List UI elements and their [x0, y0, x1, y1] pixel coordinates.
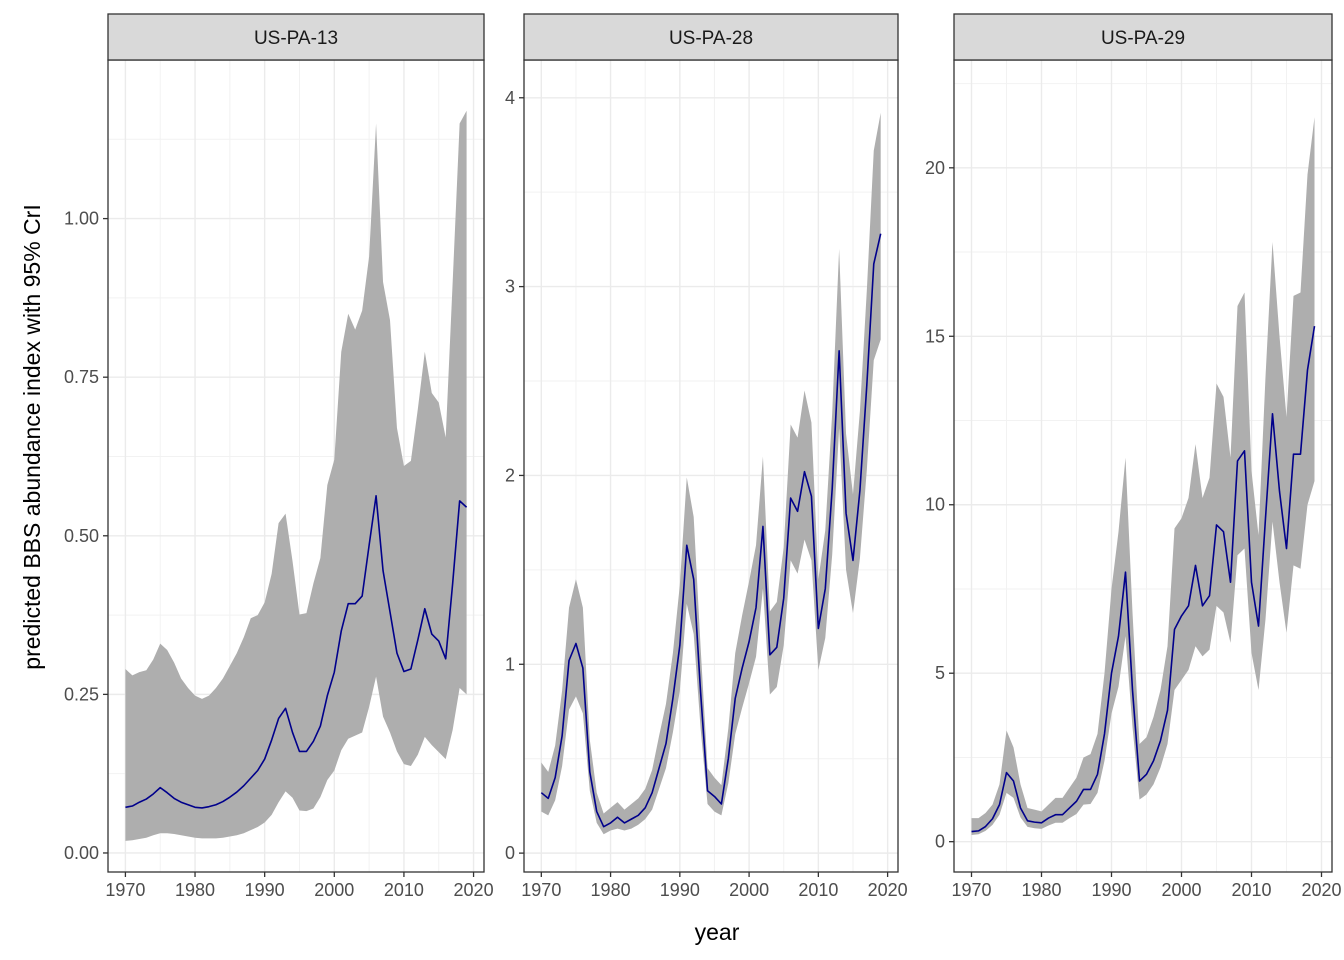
- x-tick-label: 2020: [1301, 880, 1341, 900]
- x-tick-label: 2020: [868, 880, 908, 900]
- x-tick-label: 2010: [798, 880, 838, 900]
- x-tick-label: 1980: [175, 880, 215, 900]
- y-tick-label: 0.25: [64, 684, 99, 704]
- estimate-line: [540, 233, 882, 828]
- facet-panel-1: US-PA-13 1970 1980 1990 2000 2010 2020 0.00 0.25…: [64, 13, 494, 900]
- x-tick-label: 2000: [1161, 880, 1201, 900]
- estimate-line: [971, 326, 1316, 833]
- credible-interval-band: [541, 112, 881, 835]
- y-tick-label: 5: [935, 663, 945, 683]
- facet-panel-2: US-PA-28 1970 1980 1990 2000 2010 2020 0 1 2 3 4: [505, 13, 908, 900]
- y-tick-label: 0: [935, 832, 945, 852]
- facet-strip-label: US-PA-28: [669, 28, 753, 49]
- estimate-line: [125, 495, 468, 809]
- grid-lines: [954, 60, 1332, 872]
- y-tick-label: 20: [925, 158, 945, 178]
- facet-strip-label: US-PA-13: [254, 28, 338, 49]
- grid-lines: [524, 60, 898, 872]
- x-tick-label: 2000: [729, 880, 769, 900]
- x-tick-label: 1970: [105, 880, 145, 900]
- x-tick-label: 1970: [521, 880, 561, 900]
- y-tick-label: 4: [505, 88, 515, 108]
- x-tick-label: 1990: [245, 880, 285, 900]
- y-tick-label: 0.00: [64, 843, 99, 863]
- y-tick-label: 0.75: [64, 367, 99, 387]
- x-tick-label: 1990: [1091, 880, 1131, 900]
- x-tick-label: 2010: [1231, 880, 1271, 900]
- x-tick-label: 1980: [1021, 880, 1061, 900]
- y-tick-label: 1.00: [64, 209, 99, 229]
- facet-strip: [523, 13, 899, 61]
- x-tick-label: 1970: [951, 880, 991, 900]
- x-axis-title: year: [695, 919, 740, 945]
- y-tick-label: 0: [505, 843, 515, 863]
- y-tick-label: 10: [925, 495, 945, 515]
- facet-panel-3: US-PA-29 1970 1980 1990 2000 2010 2020 0 5 10 15 20: [925, 13, 1342, 900]
- facet-strip: [953, 13, 1333, 61]
- x-tick-label: 2020: [454, 880, 494, 900]
- facet-strip-label: US-PA-29: [1101, 28, 1185, 49]
- x-tick-label: 1990: [660, 880, 700, 900]
- x-tick-label: 1980: [591, 880, 631, 900]
- y-tick-label: 1: [505, 654, 515, 674]
- x-tick-label: 2010: [384, 880, 424, 900]
- credible-interval-band: [125, 110, 467, 841]
- y-tick-label: 15: [925, 326, 945, 346]
- y-tick-label: 3: [505, 277, 515, 297]
- y-tick-label: 0.50: [64, 526, 99, 546]
- y-tick-label: 2: [505, 465, 515, 485]
- y-axis-title: predicted BBS abundance index with 95% C…: [19, 204, 45, 669]
- facet-strip: [107, 13, 485, 61]
- x-tick-label: 2000: [314, 880, 354, 900]
